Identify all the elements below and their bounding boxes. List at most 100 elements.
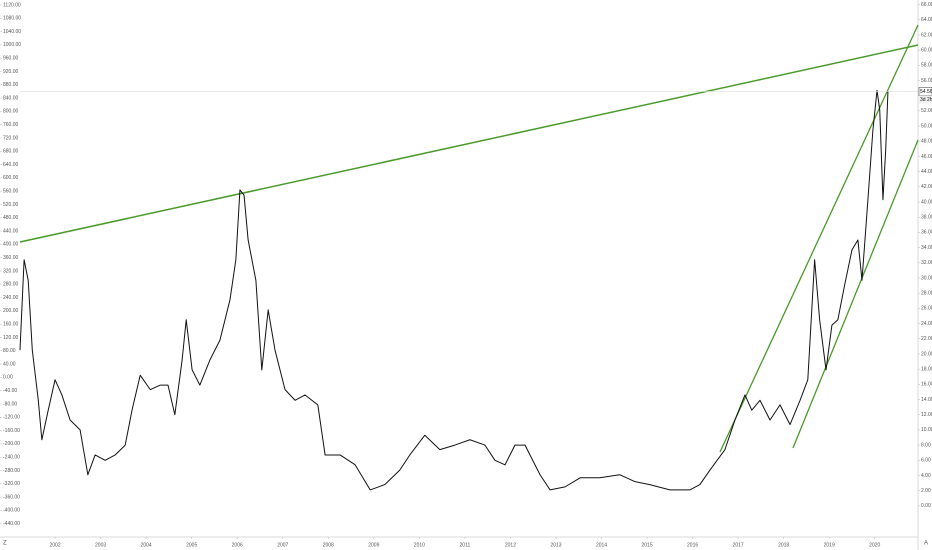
y2-tick-label: 28.00 <box>921 291 932 297</box>
y-tick-label: 560.00 <box>3 189 19 195</box>
y-tick-label: -160.00 <box>3 428 20 434</box>
y-tick-label: 520.00 <box>3 202 19 208</box>
x-tick-label: 2005 <box>186 542 197 548</box>
y-tick-label: 1080.00 <box>3 16 21 22</box>
y-tick-label: -40.00 <box>3 388 17 394</box>
y-tick-label: 720.00 <box>3 135 19 141</box>
y-tick-label: 880.00 <box>3 82 19 88</box>
x-tick-label: 2019 <box>824 542 835 548</box>
y-tick-label: 640.00 <box>3 162 19 168</box>
y-tick-label: 920.00 <box>3 69 19 75</box>
y2-tick-label: 38.00 <box>921 215 932 221</box>
y2-tick-label: 32.00 <box>921 260 932 266</box>
y2-tick-label: 62.00 <box>921 32 932 38</box>
y2-tick-label: 0.00 <box>921 503 931 509</box>
y2-tick-label: 8.00 <box>921 442 931 448</box>
y2-tick-label: 56.00 <box>921 78 932 84</box>
y-tick-label: 1040.00 <box>3 29 21 35</box>
y2-tick-label: 14.00 <box>921 397 932 403</box>
y-tick-label: 400.00 <box>3 242 19 248</box>
y-tick-label: 960.00 <box>3 56 19 62</box>
x-tick-label: 2007 <box>277 542 288 548</box>
y-tick-label: 360.00 <box>3 255 19 261</box>
y2-tick-label: 40.00 <box>921 199 932 205</box>
y-tick-label: 160.00 <box>3 322 19 328</box>
y2-tick-label: 22.00 <box>921 336 932 342</box>
y-tick-label: 120.00 <box>3 335 19 341</box>
x-tick-label: 2016 <box>687 542 698 548</box>
y2-tick-label: 36.00 <box>921 230 932 236</box>
y2-tick-label: 20.00 <box>921 351 932 357</box>
y-tick-label: -360.00 <box>3 494 20 500</box>
y2-tick-label: 10.00 <box>921 427 932 433</box>
y-tick-label: 760.00 <box>3 122 19 128</box>
y2-tick-label: 12.00 <box>921 412 932 418</box>
y2-tick-label: 24.00 <box>921 321 932 327</box>
last-price-label: 54.56 <box>920 89 932 95</box>
y-tick-label: -120.00 <box>3 415 20 421</box>
y-tick-label: 320.00 <box>3 268 19 274</box>
x-tick-label: 2002 <box>50 542 61 548</box>
x-tick-label: 2011 <box>460 542 471 548</box>
y-tick-label: 600.00 <box>3 175 19 181</box>
y2-tick-label: 4.00 <box>921 473 931 479</box>
y-tick-label: -200.00 <box>3 441 20 447</box>
x-tick-label: 2009 <box>368 542 379 548</box>
x-tick-label: 2006 <box>232 542 243 548</box>
y-tick-label: 680.00 <box>3 149 19 155</box>
y-tick-label: 0.00 <box>3 375 13 381</box>
x-tick-label: 2012 <box>505 542 516 548</box>
y2-tick-label: 26.00 <box>921 306 932 312</box>
countdown-label: 3d 2h <box>920 97 932 103</box>
x-tick-label: 2017 <box>733 542 744 548</box>
x-tick-label: 2004 <box>141 542 152 548</box>
y-tick-label: 800.00 <box>3 109 19 115</box>
y-tick-label: 480.00 <box>3 215 19 221</box>
x-tick-label: 2014 <box>596 542 607 548</box>
x-tick-label: 2018 <box>778 542 789 548</box>
x-tick-label: 2008 <box>323 542 334 548</box>
channel-upper <box>719 24 919 453</box>
x-tick-label: 2003 <box>95 542 106 548</box>
x-tick-label: 2013 <box>550 542 561 548</box>
y2-tick-label: 18.00 <box>921 366 932 372</box>
channel-lower <box>792 139 919 449</box>
price-line <box>19 89 889 491</box>
x-tick-label: 2015 <box>641 542 652 548</box>
y-tick-label: 40.00 <box>3 361 16 367</box>
y2-tick-label: 16.00 <box>921 382 932 388</box>
trend-line <box>19 44 919 243</box>
y-tick-label: 80.00 <box>3 348 16 354</box>
y-tick-label: 1120.00 <box>3 2 21 8</box>
y-tick-label: -80.00 <box>3 401 17 407</box>
x-tick-label: 2020 <box>869 542 880 548</box>
y-tick-label: 200.00 <box>3 308 19 314</box>
y2-tick-label: 44.00 <box>921 169 932 175</box>
y2-tick-label: 52.00 <box>921 108 932 114</box>
y-tick-label: 1000.00 <box>3 42 21 48</box>
y2-tick-label: 60.00 <box>921 47 932 53</box>
y-tick-label: 280.00 <box>3 282 19 288</box>
y-tick-label: 440.00 <box>3 228 19 234</box>
scale-icon: Z <box>3 541 7 547</box>
countdown-box <box>919 95 932 104</box>
y-tick-label: 840.00 <box>3 95 19 101</box>
x-tick-label: 2010 <box>414 542 425 548</box>
y2-tick-label: 42.00 <box>921 184 932 190</box>
y-tick-label: -320.00 <box>3 481 20 487</box>
y-tick-label: -400.00 <box>3 508 20 514</box>
y-tick-label: 240.00 <box>3 295 19 301</box>
y2-tick-label: 48.00 <box>921 139 932 145</box>
y2-tick-label: 50.00 <box>921 123 932 129</box>
y-tick-label: -240.00 <box>3 455 20 461</box>
y2-tick-label: 30.00 <box>921 275 932 281</box>
y2-tick-label: 58.00 <box>921 63 932 69</box>
y2-tick-label: 64.00 <box>921 17 932 23</box>
y-tick-label: -280.00 <box>3 468 20 474</box>
y2-tick-label: 66.00 <box>921 2 932 8</box>
y2-tick-label: 6.00 <box>921 458 931 464</box>
